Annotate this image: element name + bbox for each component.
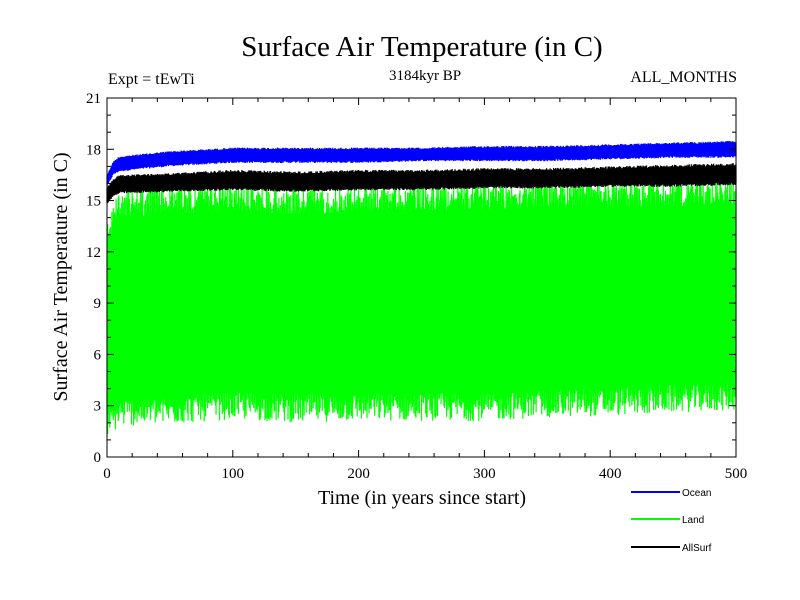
y-tick-label: 0 <box>94 450 102 466</box>
series-ocean <box>106 140 737 187</box>
legend-item-allsurf: AllSurf <box>631 543 712 554</box>
y-axis: 0 3 6 9 12 15 18 21 <box>86 91 736 466</box>
y-tick-label: 18 <box>86 142 101 158</box>
x-tick-label: 0 <box>103 466 111 482</box>
y-axis-label: Surface Air Temperature (in C) <box>50 152 72 401</box>
legend: Ocean Land AllSurf <box>631 488 712 554</box>
plot-frame <box>106 97 737 458</box>
legend-label: AllSurf <box>682 543 712 554</box>
legend-item-ocean: Ocean <box>631 488 711 499</box>
y-tick-label: 12 <box>86 245 101 261</box>
y-tick-label: 3 <box>94 399 102 415</box>
x-tick-label: 400 <box>599 466 622 482</box>
y-tick-label: 15 <box>86 194 101 210</box>
legend-label: Ocean <box>682 488 711 499</box>
series-allsurf <box>106 163 737 204</box>
y-tick-label: 9 <box>94 296 102 312</box>
chart-subtitle: 3184kyr BP <box>389 68 461 84</box>
legend-label: Land <box>682 515 704 526</box>
months-label: ALL_MONTHS <box>630 69 737 86</box>
x-tick-label: 100 <box>222 466 245 482</box>
x-tick-label: 500 <box>725 466 748 482</box>
x-tick-label: 200 <box>347 466 370 482</box>
y-tick-label: 21 <box>86 91 101 107</box>
x-axis-label: Time (in years since start) <box>318 487 526 509</box>
legend-item-land: Land <box>631 515 704 526</box>
series-land <box>106 178 737 434</box>
experiment-label: Expt = tEwTi <box>108 71 195 88</box>
plot-area <box>106 140 737 434</box>
chart-title: Surface Air Temperature (in C) <box>241 31 602 63</box>
y-tick-label: 6 <box>94 347 102 363</box>
x-axis: 0 100 200 300 400 500 <box>103 98 747 482</box>
x-tick-label: 300 <box>473 466 496 482</box>
